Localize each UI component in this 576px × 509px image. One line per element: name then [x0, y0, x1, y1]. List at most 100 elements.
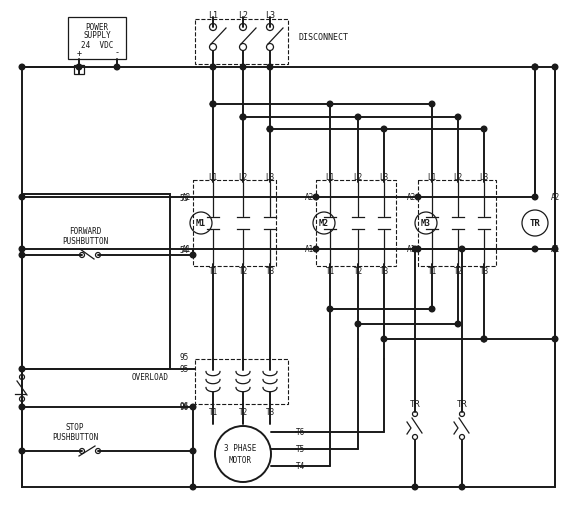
- Circle shape: [355, 322, 361, 327]
- Text: 53: 53: [180, 194, 189, 203]
- Text: POWER: POWER: [85, 22, 108, 32]
- Circle shape: [532, 65, 538, 71]
- Circle shape: [267, 127, 273, 132]
- Circle shape: [412, 484, 418, 490]
- Text: L3: L3: [479, 173, 488, 182]
- Circle shape: [459, 484, 465, 490]
- Circle shape: [415, 247, 421, 252]
- Circle shape: [532, 195, 538, 201]
- Text: L3: L3: [265, 12, 275, 20]
- Circle shape: [19, 247, 25, 252]
- Text: MOTOR: MOTOR: [229, 456, 252, 465]
- Text: T1: T1: [209, 408, 218, 417]
- Text: L1: L1: [325, 173, 335, 182]
- Circle shape: [76, 65, 82, 71]
- Text: SUPPLY: SUPPLY: [83, 32, 111, 40]
- Text: A1: A1: [182, 245, 191, 254]
- Text: T2: T2: [238, 267, 248, 276]
- Circle shape: [19, 195, 25, 201]
- Circle shape: [210, 102, 216, 107]
- Text: +: +: [77, 48, 81, 58]
- Text: M1: M1: [196, 219, 206, 228]
- Text: PUSHBUTTON: PUSHBUTTON: [52, 433, 98, 442]
- Text: A1: A1: [551, 245, 560, 254]
- Text: TR: TR: [529, 219, 540, 228]
- Text: L1: L1: [208, 12, 218, 20]
- Bar: [418, 181, 496, 267]
- Text: L2: L2: [453, 173, 463, 182]
- Circle shape: [455, 322, 461, 327]
- Circle shape: [240, 115, 246, 121]
- Text: T3: T3: [380, 267, 389, 276]
- Circle shape: [267, 65, 273, 71]
- Text: T2: T2: [353, 267, 363, 276]
- Text: PUSHBUTTON: PUSHBUTTON: [62, 237, 108, 246]
- Bar: [316, 181, 396, 267]
- Text: T6: T6: [296, 428, 305, 437]
- Text: L2: L2: [353, 173, 363, 182]
- Bar: [193, 181, 276, 267]
- Text: 95: 95: [180, 365, 189, 374]
- Bar: [195, 20, 288, 65]
- Text: T1: T1: [427, 267, 437, 276]
- Text: A1: A1: [305, 245, 314, 254]
- Text: TR: TR: [410, 400, 420, 409]
- Circle shape: [532, 247, 538, 252]
- Text: T4: T4: [296, 462, 305, 471]
- Circle shape: [429, 102, 435, 107]
- Text: T1: T1: [209, 267, 218, 276]
- Text: T3: T3: [266, 408, 275, 417]
- Circle shape: [481, 127, 487, 132]
- Text: T3: T3: [479, 267, 488, 276]
- Circle shape: [267, 127, 273, 132]
- Circle shape: [240, 115, 246, 121]
- Text: T1: T1: [325, 267, 335, 276]
- Circle shape: [327, 306, 333, 312]
- Text: M3: M3: [421, 219, 431, 228]
- Text: STOP: STOP: [66, 422, 84, 432]
- Text: T3: T3: [266, 267, 275, 276]
- Text: 95: 95: [180, 353, 189, 362]
- Text: L3: L3: [380, 173, 389, 182]
- Circle shape: [19, 65, 25, 71]
- Circle shape: [415, 195, 421, 201]
- Circle shape: [190, 252, 196, 258]
- Text: T2: T2: [453, 267, 463, 276]
- Circle shape: [552, 336, 558, 342]
- Text: 96: 96: [180, 402, 189, 411]
- Text: 54: 54: [180, 246, 189, 255]
- Circle shape: [552, 247, 558, 252]
- Bar: [22, 194, 170, 369]
- Text: L1: L1: [427, 173, 437, 182]
- Circle shape: [210, 102, 216, 107]
- Text: L1: L1: [209, 173, 218, 182]
- Circle shape: [532, 65, 538, 71]
- Circle shape: [381, 336, 387, 342]
- Circle shape: [481, 336, 487, 342]
- Circle shape: [19, 448, 25, 454]
- Text: TR: TR: [457, 400, 467, 409]
- Circle shape: [459, 247, 465, 252]
- Circle shape: [455, 115, 461, 121]
- Circle shape: [412, 247, 418, 252]
- Text: T2: T2: [238, 408, 248, 417]
- Circle shape: [19, 405, 25, 410]
- Circle shape: [19, 366, 25, 372]
- Circle shape: [240, 65, 246, 71]
- Text: L2: L2: [238, 12, 248, 20]
- Text: 96: 96: [180, 403, 189, 412]
- Bar: [74, 66, 84, 75]
- Circle shape: [114, 65, 120, 71]
- Circle shape: [190, 405, 196, 410]
- Text: FORWARD: FORWARD: [69, 227, 101, 236]
- Text: A2: A2: [305, 193, 314, 202]
- Text: DISCONNECT: DISCONNECT: [298, 34, 348, 42]
- Circle shape: [355, 115, 361, 121]
- Text: 24  VDC: 24 VDC: [81, 40, 113, 49]
- Text: 3 PHASE: 3 PHASE: [224, 444, 256, 453]
- Circle shape: [210, 65, 216, 71]
- Circle shape: [381, 127, 387, 132]
- Circle shape: [313, 195, 319, 201]
- Circle shape: [313, 247, 319, 252]
- Circle shape: [190, 448, 196, 454]
